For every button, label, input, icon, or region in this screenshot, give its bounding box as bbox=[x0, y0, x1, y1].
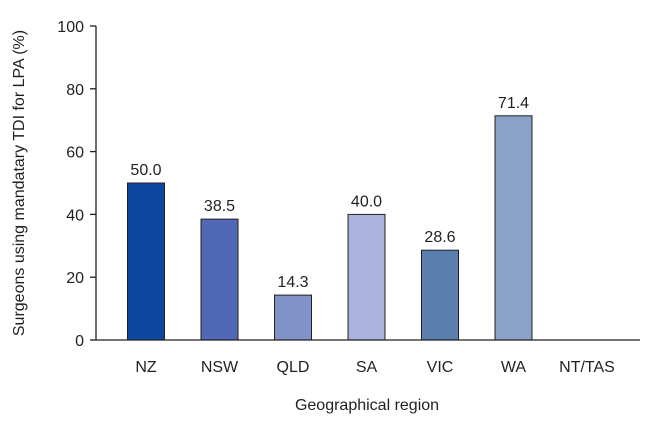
x-tick-label: NT/TAS bbox=[559, 359, 615, 376]
y-axis-title: Surgeons using mandatary TDI for LPA (%) bbox=[11, 30, 28, 336]
y-tick-label: 60 bbox=[66, 145, 84, 162]
data-label: 50.0 bbox=[130, 162, 161, 179]
y-tick-label: 100 bbox=[57, 19, 84, 36]
data-label: 14.3 bbox=[277, 274, 308, 291]
bar-sa bbox=[347, 213, 386, 341]
data-label: 38.5 bbox=[204, 198, 235, 215]
data-label: 40.0 bbox=[351, 193, 382, 210]
y-tick-label: 0 bbox=[75, 333, 84, 350]
bar-qld bbox=[274, 294, 312, 341]
x-axis: NZ NSW QLD SA VIC WA NT/TAS bbox=[96, 339, 640, 376]
bar-vic bbox=[421, 249, 459, 341]
x-tick-label: NSW bbox=[201, 359, 239, 376]
data-label: 28.6 bbox=[424, 229, 455, 246]
x-tick-label: QLD bbox=[277, 359, 310, 376]
x-tick-label: NZ bbox=[135, 359, 157, 376]
y-tick-label: 80 bbox=[66, 82, 84, 99]
x-tick-label: VIC bbox=[427, 359, 454, 376]
x-tick-label: WA bbox=[501, 359, 527, 376]
y-tick-label: 20 bbox=[66, 270, 84, 287]
bar-nsw bbox=[200, 218, 239, 341]
y-axis: 0 20 40 60 80 100 bbox=[57, 19, 97, 350]
x-axis-title: Geographical region bbox=[295, 397, 439, 414]
data-label: 71.4 bbox=[498, 95, 529, 112]
x-tick-label: SA bbox=[356, 359, 378, 376]
bars: 50.0 38.5 14.3 40.0 28.6 71.4 bbox=[127, 95, 533, 341]
y-tick-label: 40 bbox=[66, 207, 84, 224]
bar-wa bbox=[494, 115, 533, 341]
bar-nz bbox=[127, 182, 165, 341]
